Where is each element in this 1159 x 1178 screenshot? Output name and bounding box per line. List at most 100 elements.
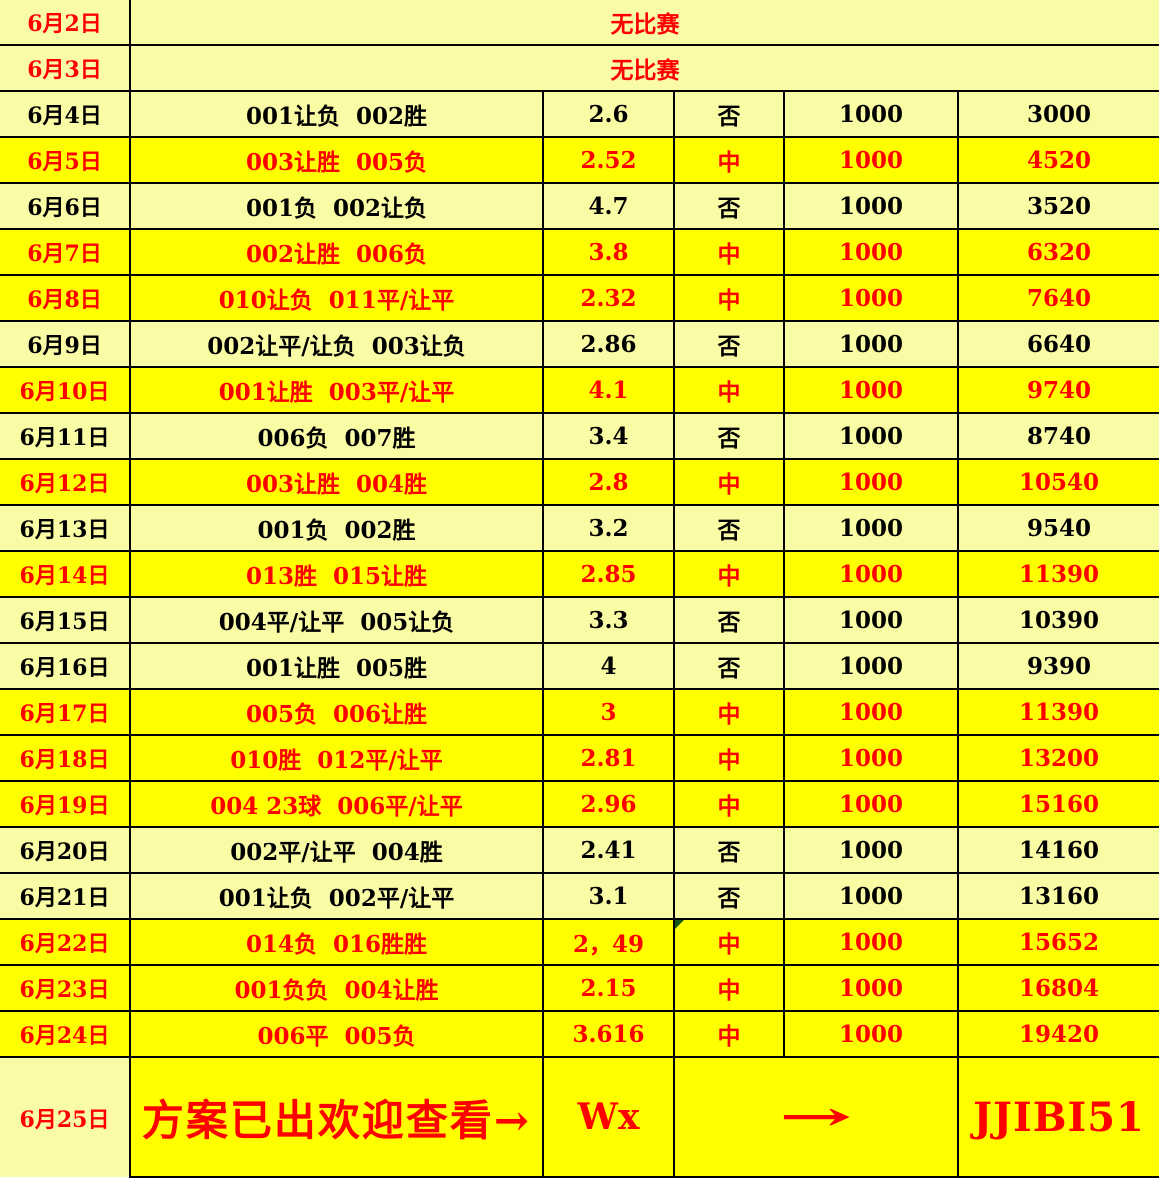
miss-row: 6月20日 002平/让平 004胜 2.41 否 1000 14160	[0, 826, 1159, 874]
hit-row: 6月14日 013胜 015让胜 2.85 中 1000 11390	[0, 550, 1159, 598]
stake-cell: 1000	[783, 918, 959, 966]
total-cell: 13160	[957, 872, 1159, 920]
picks-cell: 001负 002胜	[129, 504, 544, 552]
result-cell: 中	[673, 458, 785, 506]
stake-cell: 1000	[783, 780, 959, 828]
result-cell: 中	[673, 1010, 785, 1058]
picks-cell: 004平/让平 005让负	[129, 596, 544, 644]
odds-cell: 2.41	[542, 826, 675, 874]
miss-row: 6月21日 001让负 002平/让平 3.1 否 1000 13160	[0, 872, 1159, 920]
date-cell: 6月25日	[0, 1056, 131, 1177]
stake-cell: 1000	[783, 734, 959, 782]
result-cell: 否	[673, 872, 785, 920]
date-cell: 6月20日	[0, 826, 131, 874]
miss-row: 6月16日 001让胜 005胜 4 否 1000 9390	[0, 642, 1159, 690]
picks-cell: 001让负 002平/让平	[129, 872, 544, 920]
stake-cell: 1000	[783, 504, 959, 552]
date-cell: 6月23日	[0, 964, 131, 1012]
total-cell: 10540	[957, 458, 1159, 506]
total-cell: 3000	[957, 90, 1159, 138]
stake-cell: 1000	[783, 458, 959, 506]
result-cell: 中	[673, 780, 785, 828]
stake-cell: 1000	[783, 182, 959, 230]
picks-cell: 001让负 002胜	[129, 90, 544, 138]
result-cell: 中	[673, 274, 785, 322]
result-cell: 中	[673, 366, 785, 414]
stake-cell: 1000	[783, 1010, 959, 1058]
date-cell: 6月14日	[0, 550, 131, 598]
result-cell: 中	[673, 550, 785, 598]
miss-row: 6月13日 001负 002胜 3.2 否 1000 9540	[0, 504, 1159, 552]
odds-cell: 3.3	[542, 596, 675, 644]
odds-cell: 4.1	[542, 366, 675, 414]
odds-cell: 3.4	[542, 412, 675, 460]
stake-cell: 1000	[783, 136, 959, 184]
result-cell: 中	[673, 688, 785, 736]
date-cell: 6月8日	[0, 274, 131, 322]
picks-cell: 010让负 011平/让平	[129, 274, 544, 322]
total-cell: 8740	[957, 412, 1159, 460]
stake-cell: 1000	[783, 274, 959, 322]
total-cell: 11390	[957, 550, 1159, 598]
result-cell: 否	[673, 642, 785, 690]
odds-cell: 3.2	[542, 504, 675, 552]
odds-cell: 2.6	[542, 90, 675, 138]
total-cell: 6640	[957, 320, 1159, 368]
odds-cell: 2，49	[542, 918, 675, 966]
odds-cell: 2.8	[542, 458, 675, 506]
hit-row: 6月5日 003让胜 005负 2.52 中 1000 4520	[0, 136, 1159, 184]
date-cell: 6月11日	[0, 412, 131, 460]
odds-cell: 2.86	[542, 320, 675, 368]
footer-message-cell: 方案已出欢迎查看→	[129, 1056, 544, 1178]
no-match-row: 6月2日 无比赛	[0, 0, 1159, 46]
date-cell: 6月6日	[0, 182, 131, 230]
odds-cell: 3.8	[542, 228, 675, 276]
date-cell: 6月19日	[0, 780, 131, 828]
date-cell: 6月21日	[0, 872, 131, 920]
result-cell: 否	[673, 412, 785, 460]
picks-cell: 010胜 012平/让平	[129, 734, 544, 782]
total-cell: 3520	[957, 182, 1159, 230]
result-cell: 否	[673, 504, 785, 552]
total-cell: 14160	[957, 826, 1159, 874]
picks-cell: 002让平/让负 003让负	[129, 320, 544, 368]
comment-flag-triangle	[676, 921, 684, 929]
odds-cell: 4.7	[542, 182, 675, 230]
stake-cell: 1000	[783, 228, 959, 276]
odds-cell: 2.32	[542, 274, 675, 322]
date-cell: 6月16日	[0, 642, 131, 690]
odds-cell: 3.1	[542, 872, 675, 920]
total-cell: 15652	[957, 918, 1159, 966]
date-cell: 6月2日	[0, 0, 131, 46]
odds-cell: 2.15	[542, 964, 675, 1012]
odds-cell: 3	[542, 688, 675, 736]
hit-row: 6月12日 003让胜 004胜 2.8 中 1000 10540	[0, 458, 1159, 506]
odds-cell: 2.96	[542, 780, 675, 828]
result-cell: 否	[673, 826, 785, 874]
miss-row: 6月11日 006负 007胜 3.4 否 1000 8740	[0, 412, 1159, 460]
total-cell: 9740	[957, 366, 1159, 414]
stake-cell: 1000	[783, 826, 959, 874]
hit-row: 6月24日 006平 005负 3.616 中 1000 19420	[0, 1010, 1159, 1058]
picks-cell: 014负 016胜胜	[129, 918, 544, 966]
stake-cell: 1000	[783, 90, 959, 138]
odds-cell: 4	[542, 642, 675, 690]
picks-cell: 013胜 015让胜	[129, 550, 544, 598]
footer-code-cell: JJIBI51	[957, 1056, 1159, 1178]
date-cell: 6月3日	[0, 44, 131, 92]
stake-cell: 1000	[783, 596, 959, 644]
no-match-row: 6月3日 无比赛	[0, 44, 1159, 92]
odds-cell: 3.616	[542, 1010, 675, 1058]
picks-cell: 004 23球 006平/让平	[129, 780, 544, 828]
hit-row: 6月22日 014负 016胜胜 2，49 中 1000 15652	[0, 918, 1159, 966]
picks-cell: 001让胜 003平/让平	[129, 366, 544, 414]
date-cell: 6月22日	[0, 918, 131, 966]
miss-row: 6月6日 001负 002让负 4.7 否 1000 3520	[0, 182, 1159, 230]
picks-cell: 001负 002让负	[129, 182, 544, 230]
stake-cell: 1000	[783, 412, 959, 460]
date-cell: 6月5日	[0, 136, 131, 184]
total-cell: 15160	[957, 780, 1159, 828]
odds-cell: 2.85	[542, 550, 675, 598]
footer-row: 6月25日 方案已出欢迎查看→ Wx → JJIBI51	[0, 1056, 1159, 1178]
